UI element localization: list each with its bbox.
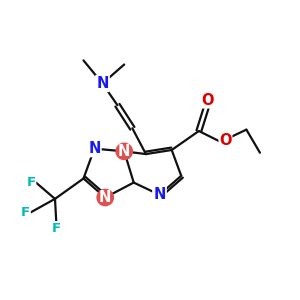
Circle shape	[116, 143, 132, 160]
Text: N: N	[96, 76, 109, 91]
Text: O: O	[219, 133, 232, 148]
Text: N: N	[118, 144, 130, 159]
Text: O: O	[201, 93, 213, 108]
Text: N: N	[88, 141, 100, 156]
Text: N: N	[99, 190, 111, 205]
Text: F: F	[21, 206, 30, 219]
Text: F: F	[26, 176, 36, 189]
Circle shape	[97, 189, 113, 206]
Text: F: F	[52, 222, 61, 235]
Text: N: N	[153, 187, 166, 202]
